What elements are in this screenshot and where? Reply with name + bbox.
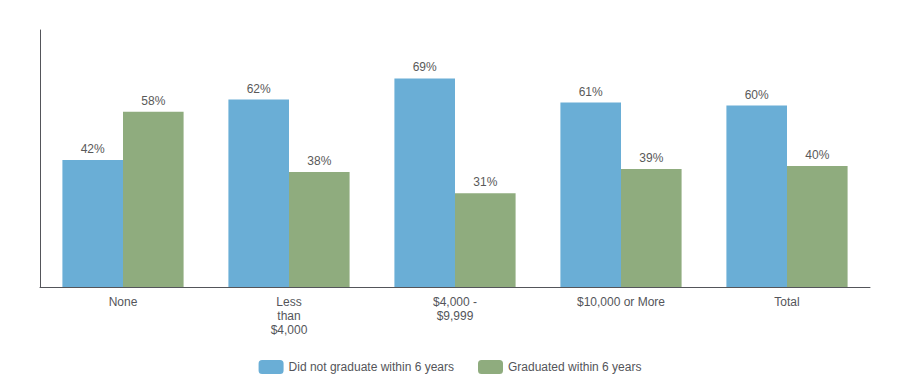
svg-text:39%: 39% (639, 151, 663, 165)
svg-text:60%: 60% (745, 88, 769, 102)
svg-text:69%: 69% (413, 60, 437, 74)
svg-text:38%: 38% (307, 154, 331, 168)
svg-text:Total: Total (774, 295, 799, 309)
svg-text:Did not graduate within 6 year: Did not graduate within 6 years (289, 360, 454, 374)
svg-text:$4,000: $4,000 (271, 323, 308, 337)
svg-text:42%: 42% (81, 142, 105, 156)
svg-text:None: None (109, 295, 138, 309)
svg-text:31%: 31% (473, 175, 497, 189)
svg-text:62%: 62% (247, 82, 271, 96)
svg-text:Less: Less (276, 295, 301, 309)
svg-text:$10,000 or More: $10,000 or More (577, 295, 665, 309)
svg-text:58%: 58% (141, 94, 165, 108)
svg-text:61%: 61% (579, 85, 603, 99)
svg-text:$4,000 -: $4,000 - (433, 295, 477, 309)
svg-text:$9,999: $9,999 (437, 309, 474, 323)
svg-text:Graduated within 6 years: Graduated within 6 years (508, 360, 641, 374)
svg-text:than: than (277, 309, 300, 323)
svg-text:40%: 40% (805, 148, 829, 162)
